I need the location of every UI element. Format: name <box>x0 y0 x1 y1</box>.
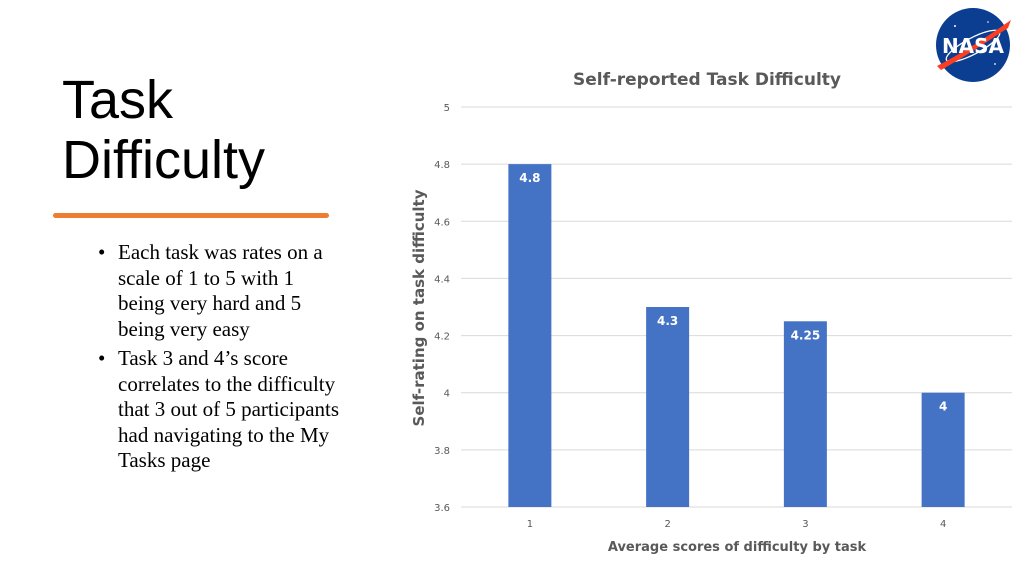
y-tick-label: 4 <box>444 389 450 400</box>
bar-task-1 <box>508 164 552 507</box>
data-label: 4 <box>939 400 947 414</box>
nasa-meatball-logo-icon: NASA <box>936 8 1011 82</box>
title-underline <box>53 213 329 218</box>
data-label: 4.8 <box>519 171 540 185</box>
data-label: 4.3 <box>657 314 678 328</box>
x-tick-label: 4 <box>940 519 946 530</box>
bullet-text: Each task was rates on a scale of 1 to 5… <box>118 240 323 341</box>
x-tick-label: 2 <box>664 519 670 530</box>
x-axis-label: Average scores of difficulty by task <box>608 540 867 555</box>
slide-title: Task Difficulty <box>62 70 266 190</box>
x-tick-label: 1 <box>527 519 533 530</box>
y-tick-label: 5 <box>444 103 450 114</box>
y-tick-label: 4.8 <box>434 160 450 171</box>
bar-task-3 <box>783 321 827 507</box>
bullet-item: • Task 3 and 4’s score correlates to the… <box>95 346 345 474</box>
bullet-text: Task 3 and 4’s score correlates to the d… <box>118 346 340 472</box>
logo-wordmark: NASA <box>942 34 1005 58</box>
x-tick-label: 3 <box>802 519 808 530</box>
bar-task-2 <box>646 307 690 507</box>
bar-task-4 <box>921 392 965 507</box>
chart-title: Self-reported Task Difficulty <box>573 70 841 90</box>
bullet-dot: • <box>98 240 106 264</box>
bullet-list: • Each task was rates on a scale of 1 to… <box>95 240 345 478</box>
y-axis-label: Self-rating on task difficulty <box>410 189 428 426</box>
bullet-item: • Each task was rates on a scale of 1 to… <box>95 240 345 342</box>
y-tick-label: 4.6 <box>434 217 450 228</box>
y-tick-label: 4.4 <box>434 274 450 285</box>
data-label: 4.25 <box>791 328 821 342</box>
y-tick-label: 3.6 <box>434 503 450 514</box>
y-tick-label: 4.2 <box>434 332 450 343</box>
y-tick-label: 3.8 <box>434 446 450 457</box>
bullet-dot: • <box>98 346 106 370</box>
